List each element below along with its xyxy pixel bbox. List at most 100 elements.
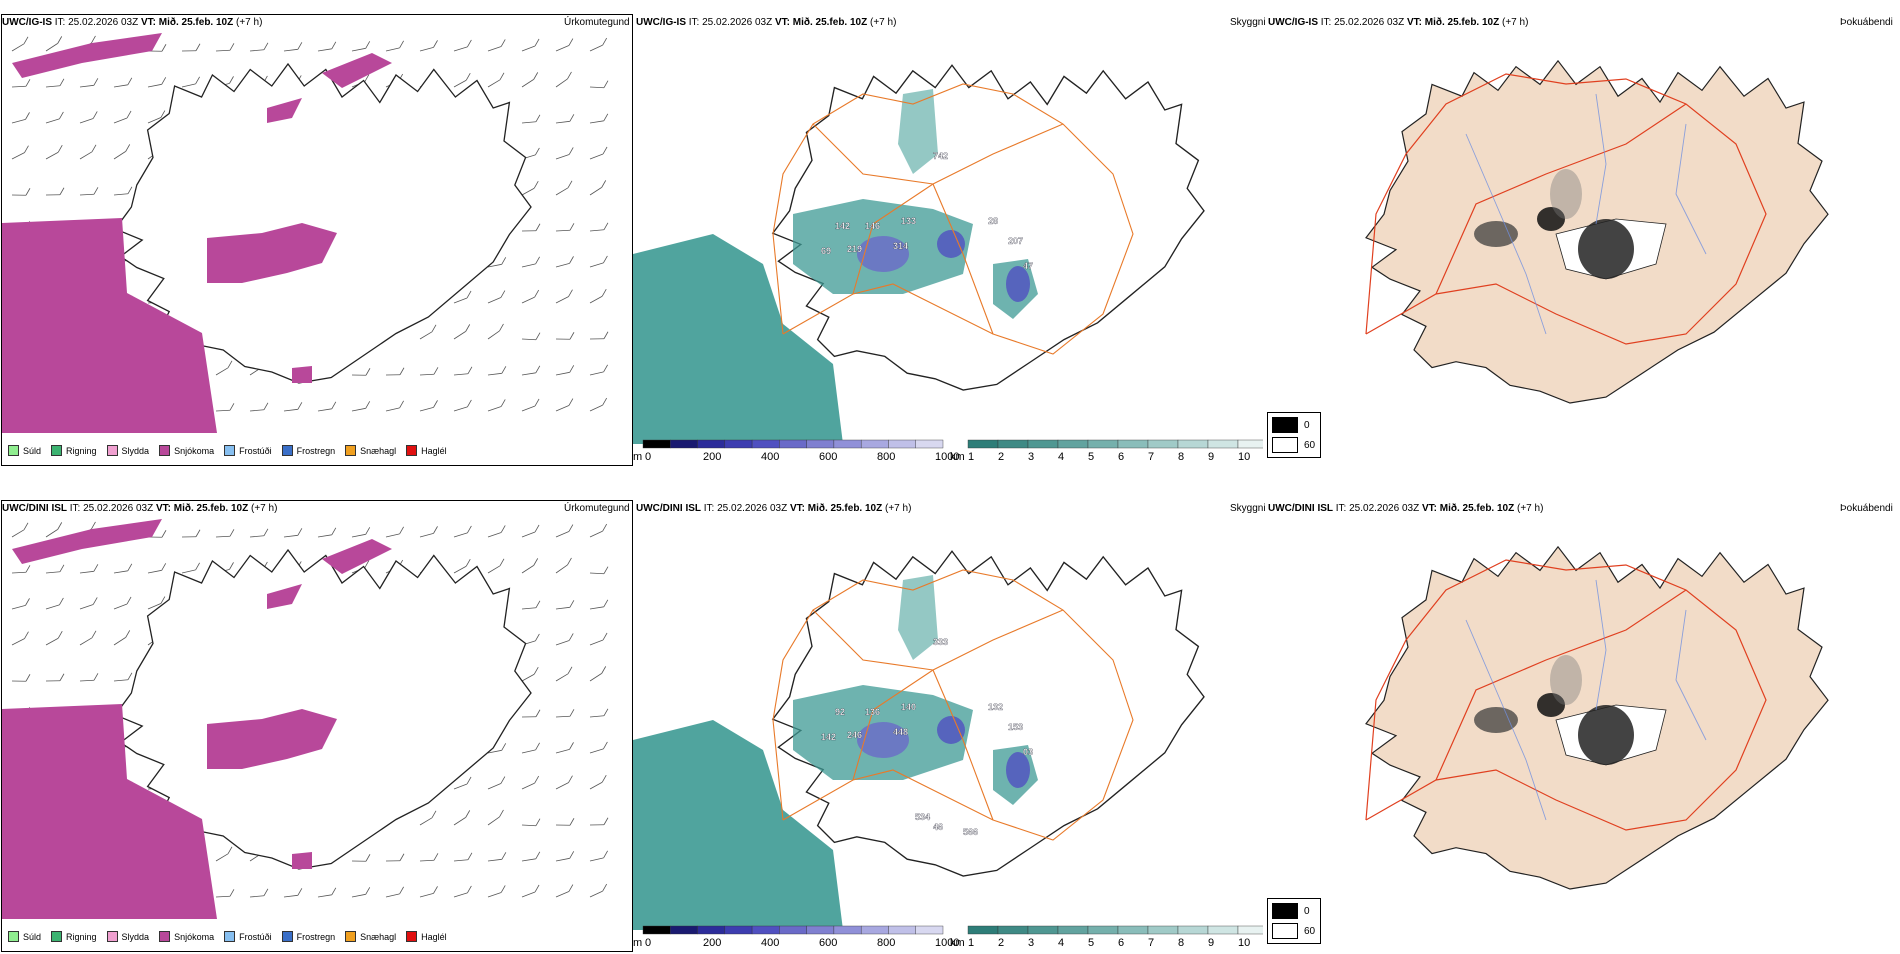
colorbar-segment bbox=[670, 440, 697, 448]
colorbar-tick: 4 bbox=[1058, 937, 1064, 949]
legend-swatch bbox=[107, 445, 118, 456]
legend-label: Haglél bbox=[421, 446, 447, 456]
colorbar-segment bbox=[968, 926, 998, 934]
legend-label: Snjókoma bbox=[174, 446, 214, 456]
legend-label: Haglél bbox=[421, 932, 447, 942]
colorbar-tick: 200 bbox=[703, 451, 721, 463]
legend-swatch bbox=[107, 931, 118, 942]
legend-item: Snæhagl bbox=[345, 931, 396, 942]
colorbar-segment bbox=[1088, 440, 1118, 448]
legend-swatch bbox=[51, 931, 62, 942]
fog-dense-area bbox=[1578, 219, 1634, 279]
legend-label: Snæhagl bbox=[360, 446, 396, 456]
ceiling-value-label: 92 bbox=[835, 707, 845, 717]
colorbar-tick: 2 bbox=[998, 451, 1004, 463]
colorbar-segment bbox=[834, 440, 861, 448]
ceiling-value-label: 46 bbox=[933, 822, 943, 832]
legend-label: Frostregn bbox=[297, 932, 336, 942]
colorbar-tick: 1 bbox=[968, 451, 974, 463]
fog-light-area bbox=[1550, 169, 1582, 219]
colorbar-unit: m bbox=[633, 937, 642, 949]
colorbar-segment bbox=[643, 926, 670, 934]
legend-item: Haglél bbox=[406, 445, 447, 456]
legend-label: Frostúði bbox=[239, 446, 272, 456]
legend-label: Frostregn bbox=[297, 446, 336, 456]
fog-dense-area bbox=[1474, 707, 1518, 733]
fog-legend-label: 60 bbox=[1304, 440, 1315, 451]
ceiling-value-label: 132 bbox=[988, 702, 1003, 712]
legend-swatch bbox=[406, 931, 417, 942]
low-ceiling-area bbox=[1006, 752, 1030, 788]
legend-swatch bbox=[282, 931, 293, 942]
legend-swatch bbox=[8, 931, 19, 942]
colorbar-segment bbox=[1118, 440, 1148, 448]
colorbar-segment bbox=[1058, 440, 1088, 448]
legend-label: Súld bbox=[23, 932, 41, 942]
ceiling-value-label: 153 bbox=[1008, 722, 1023, 732]
legend-item: Slydda bbox=[107, 931, 150, 942]
low-ceiling-area bbox=[937, 716, 965, 744]
colorbar-tick: 10 bbox=[1238, 937, 1250, 949]
ceiling-value-label: 133 bbox=[901, 216, 916, 226]
colorbar-segment bbox=[861, 926, 888, 934]
colorbar-tick: 3 bbox=[1028, 451, 1034, 463]
colorbar-tick: 0 bbox=[645, 937, 651, 949]
legend-label: Slydda bbox=[122, 932, 150, 942]
ceiling-value-label: 534 bbox=[915, 812, 930, 822]
colorbar-tick: 800 bbox=[877, 937, 895, 949]
fog-legend-swatch bbox=[1272, 437, 1298, 453]
colorbar-tick: 10 bbox=[1238, 451, 1250, 463]
ceiling-value-label: 207 bbox=[1008, 236, 1023, 246]
colorbar-segment bbox=[1208, 440, 1238, 448]
colorbar-tick: 6 bbox=[1118, 451, 1124, 463]
legend-label: Snæhagl bbox=[360, 932, 396, 942]
colorbar-unit: m bbox=[633, 451, 642, 463]
legend-swatch bbox=[159, 931, 170, 942]
ceiling-value-label: 142 bbox=[835, 221, 850, 231]
colorbar-segment bbox=[916, 926, 943, 934]
snow-area-south bbox=[292, 852, 312, 869]
legend-item: Snæhagl bbox=[345, 445, 396, 456]
legend-item: Snjókoma bbox=[159, 931, 214, 942]
colorbar-segment bbox=[1028, 440, 1058, 448]
colorbar-unit: km bbox=[950, 937, 965, 949]
colorbar-segment bbox=[698, 440, 725, 448]
colorbar-tick: 200 bbox=[703, 937, 721, 949]
colorbar-segment bbox=[834, 926, 861, 934]
ceiling-value-label: 47 bbox=[1023, 261, 1033, 271]
colorbar-segment bbox=[1178, 440, 1208, 448]
legend-label: Rigning bbox=[66, 932, 97, 942]
colorbar-segment bbox=[968, 440, 998, 448]
legend-label: Rigning bbox=[66, 446, 97, 456]
ceiling-value-label: 03 bbox=[1023, 747, 1033, 757]
fog-dense-area bbox=[1578, 705, 1634, 765]
colorbar-segment bbox=[998, 926, 1028, 934]
colorbar-tick: 5 bbox=[1088, 937, 1094, 949]
colorbar-segment bbox=[998, 440, 1028, 448]
low-ceiling-area bbox=[1006, 266, 1030, 302]
legend-swatch bbox=[159, 445, 170, 456]
colorbar-tick: 0 bbox=[645, 451, 651, 463]
colorbar-tick: 7 bbox=[1148, 937, 1154, 949]
colorbar-segment bbox=[888, 926, 915, 934]
colorbar-tick: 4 bbox=[1058, 451, 1064, 463]
colorbar-segment bbox=[752, 926, 779, 934]
legend-swatch bbox=[345, 445, 356, 456]
colorbar-segment bbox=[861, 440, 888, 448]
fog-index-map bbox=[1266, 14, 1896, 414]
colorbar-tick: 2 bbox=[998, 937, 1004, 949]
precip-map-svg bbox=[2, 519, 632, 919]
ceiling-value-label: 448 bbox=[893, 727, 908, 737]
colorbar-segment bbox=[1208, 926, 1238, 934]
fog-light-area bbox=[1550, 655, 1582, 705]
colorbar-segment bbox=[779, 440, 806, 448]
fog-dense-area bbox=[1474, 221, 1518, 247]
colorbar-segment bbox=[1028, 926, 1058, 934]
legend-swatch bbox=[282, 445, 293, 456]
colorbar-tick: 9 bbox=[1208, 937, 1214, 949]
legend-label: Snjókoma bbox=[174, 932, 214, 942]
